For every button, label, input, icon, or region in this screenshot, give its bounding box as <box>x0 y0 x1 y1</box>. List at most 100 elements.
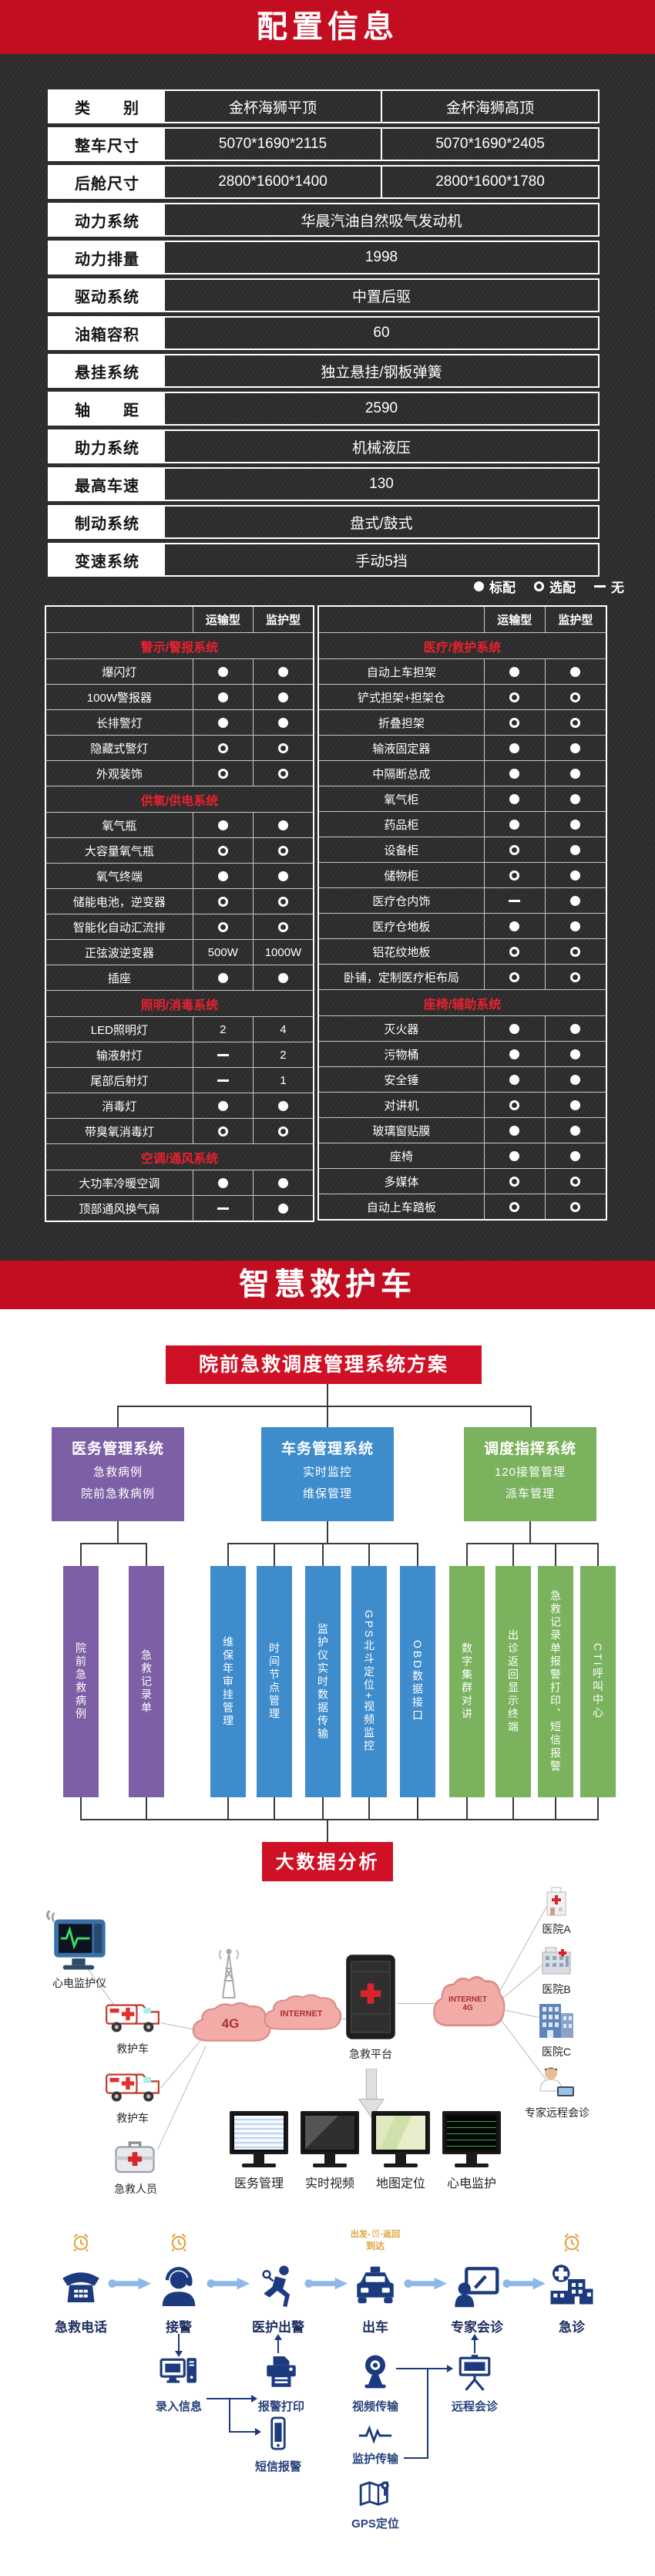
standard-symbol <box>570 768 581 779</box>
matrix-item-monitor-value <box>544 1194 606 1219</box>
matrix-item-transport-value <box>192 710 253 735</box>
standard-symbol <box>217 1177 228 1188</box>
optional-symbol <box>509 1099 520 1110</box>
matrix-item-monitor-value <box>544 1016 606 1041</box>
optional-symbol <box>277 896 288 907</box>
signal-tower-icon <box>217 1945 240 2001</box>
matrix-item-label: 卧铺，定制医疗柜布局 <box>343 971 459 985</box>
emergency-process-flow: 出发- -返回 到达 急救电话 接警 医护出警 出车 专家会诊 急诊 录入信息 报警打印 视频传输… <box>0 2221 655 2576</box>
matrix-item-monitor-value <box>252 838 313 863</box>
process-sub-label: 录入信息 <box>155 2400 203 2413</box>
flow-child-label: GPS北斗定位+视频监控 <box>363 1610 375 1753</box>
equipment-table-right: 运输型 监护型 医疗/救护系统 自动上车担架 铲式担架+担架仓 折叠担架 输液固定器 中隔断总… <box>317 605 607 1221</box>
matrix-item-label: 带臭氧消毒灯 <box>84 1125 154 1139</box>
matrix-item-label: 大容量氧气瓶 <box>84 844 154 858</box>
process-sub-label: 报警打印 <box>257 2400 305 2413</box>
flow-child-box: 出诊返回显示终端 <box>495 1566 531 1797</box>
connector-line <box>227 1543 229 1566</box>
standard-symbol <box>509 768 520 779</box>
connector-line <box>274 1797 275 1819</box>
flow-child-label: 监护仪实时数据传输 <box>317 1622 329 1741</box>
standard-symbol <box>509 1049 520 1059</box>
monitor-stand <box>395 2154 406 2164</box>
matrix-item-monitor-value: 1 <box>252 1068 313 1093</box>
connector-line <box>427 2368 428 2459</box>
connector-line <box>277 2339 279 2353</box>
optional-symbol <box>570 1201 581 1212</box>
flow-arrow-icon <box>404 2278 448 2290</box>
hospital-b-icon <box>539 1945 573 1977</box>
matrix-item-transport-value <box>192 838 253 863</box>
optional-symbol <box>509 1176 520 1187</box>
flow-group-subtitle: 院前急救病例 <box>80 1487 155 1500</box>
connector-line <box>466 1797 468 1819</box>
flow-child-label: 时间节点管理 <box>268 1642 280 1721</box>
connector-line <box>274 1543 275 1566</box>
matrix-item-monitor-value <box>544 939 606 964</box>
matrix-item-monitor-value <box>544 685 606 709</box>
flow-child-label: 急救记录单报警打印、短信报警 <box>549 1590 562 1773</box>
monitor-stand <box>324 2154 335 2164</box>
standard-symbol <box>570 921 581 931</box>
matrix-item-label: 安全锤 <box>384 1073 419 1087</box>
matrix-item-row: 多媒体 <box>319 1168 606 1194</box>
return-label: 返回 <box>383 2230 401 2239</box>
flow-child-box: 院前急救病例 <box>63 1566 99 1797</box>
matrix-item-label: 隐藏式警灯 <box>90 742 149 756</box>
network-node-label: 急救人员 <box>114 2183 157 2195</box>
spec-row-value: 手动5挡 <box>355 553 408 570</box>
standard-symbol <box>570 1074 581 1085</box>
standard-symbol <box>570 666 581 677</box>
connector-line <box>322 1543 324 1566</box>
ambulance-icon <box>105 2069 160 2106</box>
standard-symbol <box>570 742 581 753</box>
matrix-item-label: 外观装饰 <box>96 767 143 781</box>
matrix-item-row: 插座 <box>46 965 313 990</box>
matrix-section-title: 供氧/供电系统 <box>46 786 313 812</box>
standard-symbol <box>217 1100 228 1111</box>
none-symbol <box>217 1207 229 1210</box>
webcam-icon <box>356 2353 395 2392</box>
standard-symbol <box>277 1203 288 1214</box>
matrix-item-transport-value <box>483 786 545 811</box>
screen-frame <box>230 2111 288 2154</box>
arrive-label: 到达 <box>365 2241 385 2251</box>
spec-row-value: 华晨汽油自然吸气发动机 <box>301 213 462 230</box>
standard-symbol <box>570 895 581 906</box>
matrix-item-monitor-value <box>544 710 606 735</box>
optional-symbol <box>277 1126 288 1136</box>
spec-header-row: 类 别 金杯海狮平顶 金杯海狮高顶 <box>48 89 600 123</box>
matrix-section-title: 医疗/救护系统 <box>319 632 606 658</box>
matrix-item-row: 爆闪灯 <box>46 658 313 684</box>
matrix-item-monitor-value <box>544 812 606 837</box>
spec-row: 助力系统 机械液压 <box>48 429 600 463</box>
matrix-item-transport-value <box>483 888 545 913</box>
network-node-label: 救护车 <box>116 2042 149 2055</box>
monitor-screen: 医务管理 <box>230 2111 288 2191</box>
process-step-label: 接警 <box>166 2320 192 2335</box>
matrix-item-monitor-value <box>544 863 606 887</box>
connector-line <box>396 2368 447 2369</box>
matrix-item-transport-value <box>192 1042 253 1067</box>
process-main-step: 医护出警 <box>252 2264 304 2335</box>
spec-row-value: 盘式/鼓式 <box>350 515 413 532</box>
flow-group-title: 医务管理系统 <box>71 1441 164 1457</box>
matrix-item-label: 灭火器 <box>384 1022 419 1036</box>
matrix-item-label: 氧气终端 <box>96 870 143 884</box>
network-node-label: 医院B <box>542 1983 571 1995</box>
matrix-header-empty <box>319 607 484 632</box>
flow-arrow-icon <box>304 2278 349 2290</box>
matrix-header-row: 运输型 监护型 <box>319 607 606 632</box>
standard-symbol <box>509 1125 520 1136</box>
optional-symbol <box>570 971 581 982</box>
spec-row-value: 中置后驱 <box>351 288 411 305</box>
matrix-item-label: 爆闪灯 <box>102 665 137 679</box>
network-node-label: 急救平台 <box>349 2048 392 2060</box>
matrix-item-transport-value: 2 <box>192 1017 253 1042</box>
connector-line <box>322 1797 324 1819</box>
spec-row-label: 整车尺寸 <box>49 129 165 160</box>
network-node-label: 心电监护仪 <box>52 1977 106 1989</box>
process-sub2-step: GPS定位 <box>351 2480 399 2531</box>
standard-symbol <box>277 972 288 983</box>
process-sub-label: 远程会诊 <box>451 2400 499 2413</box>
